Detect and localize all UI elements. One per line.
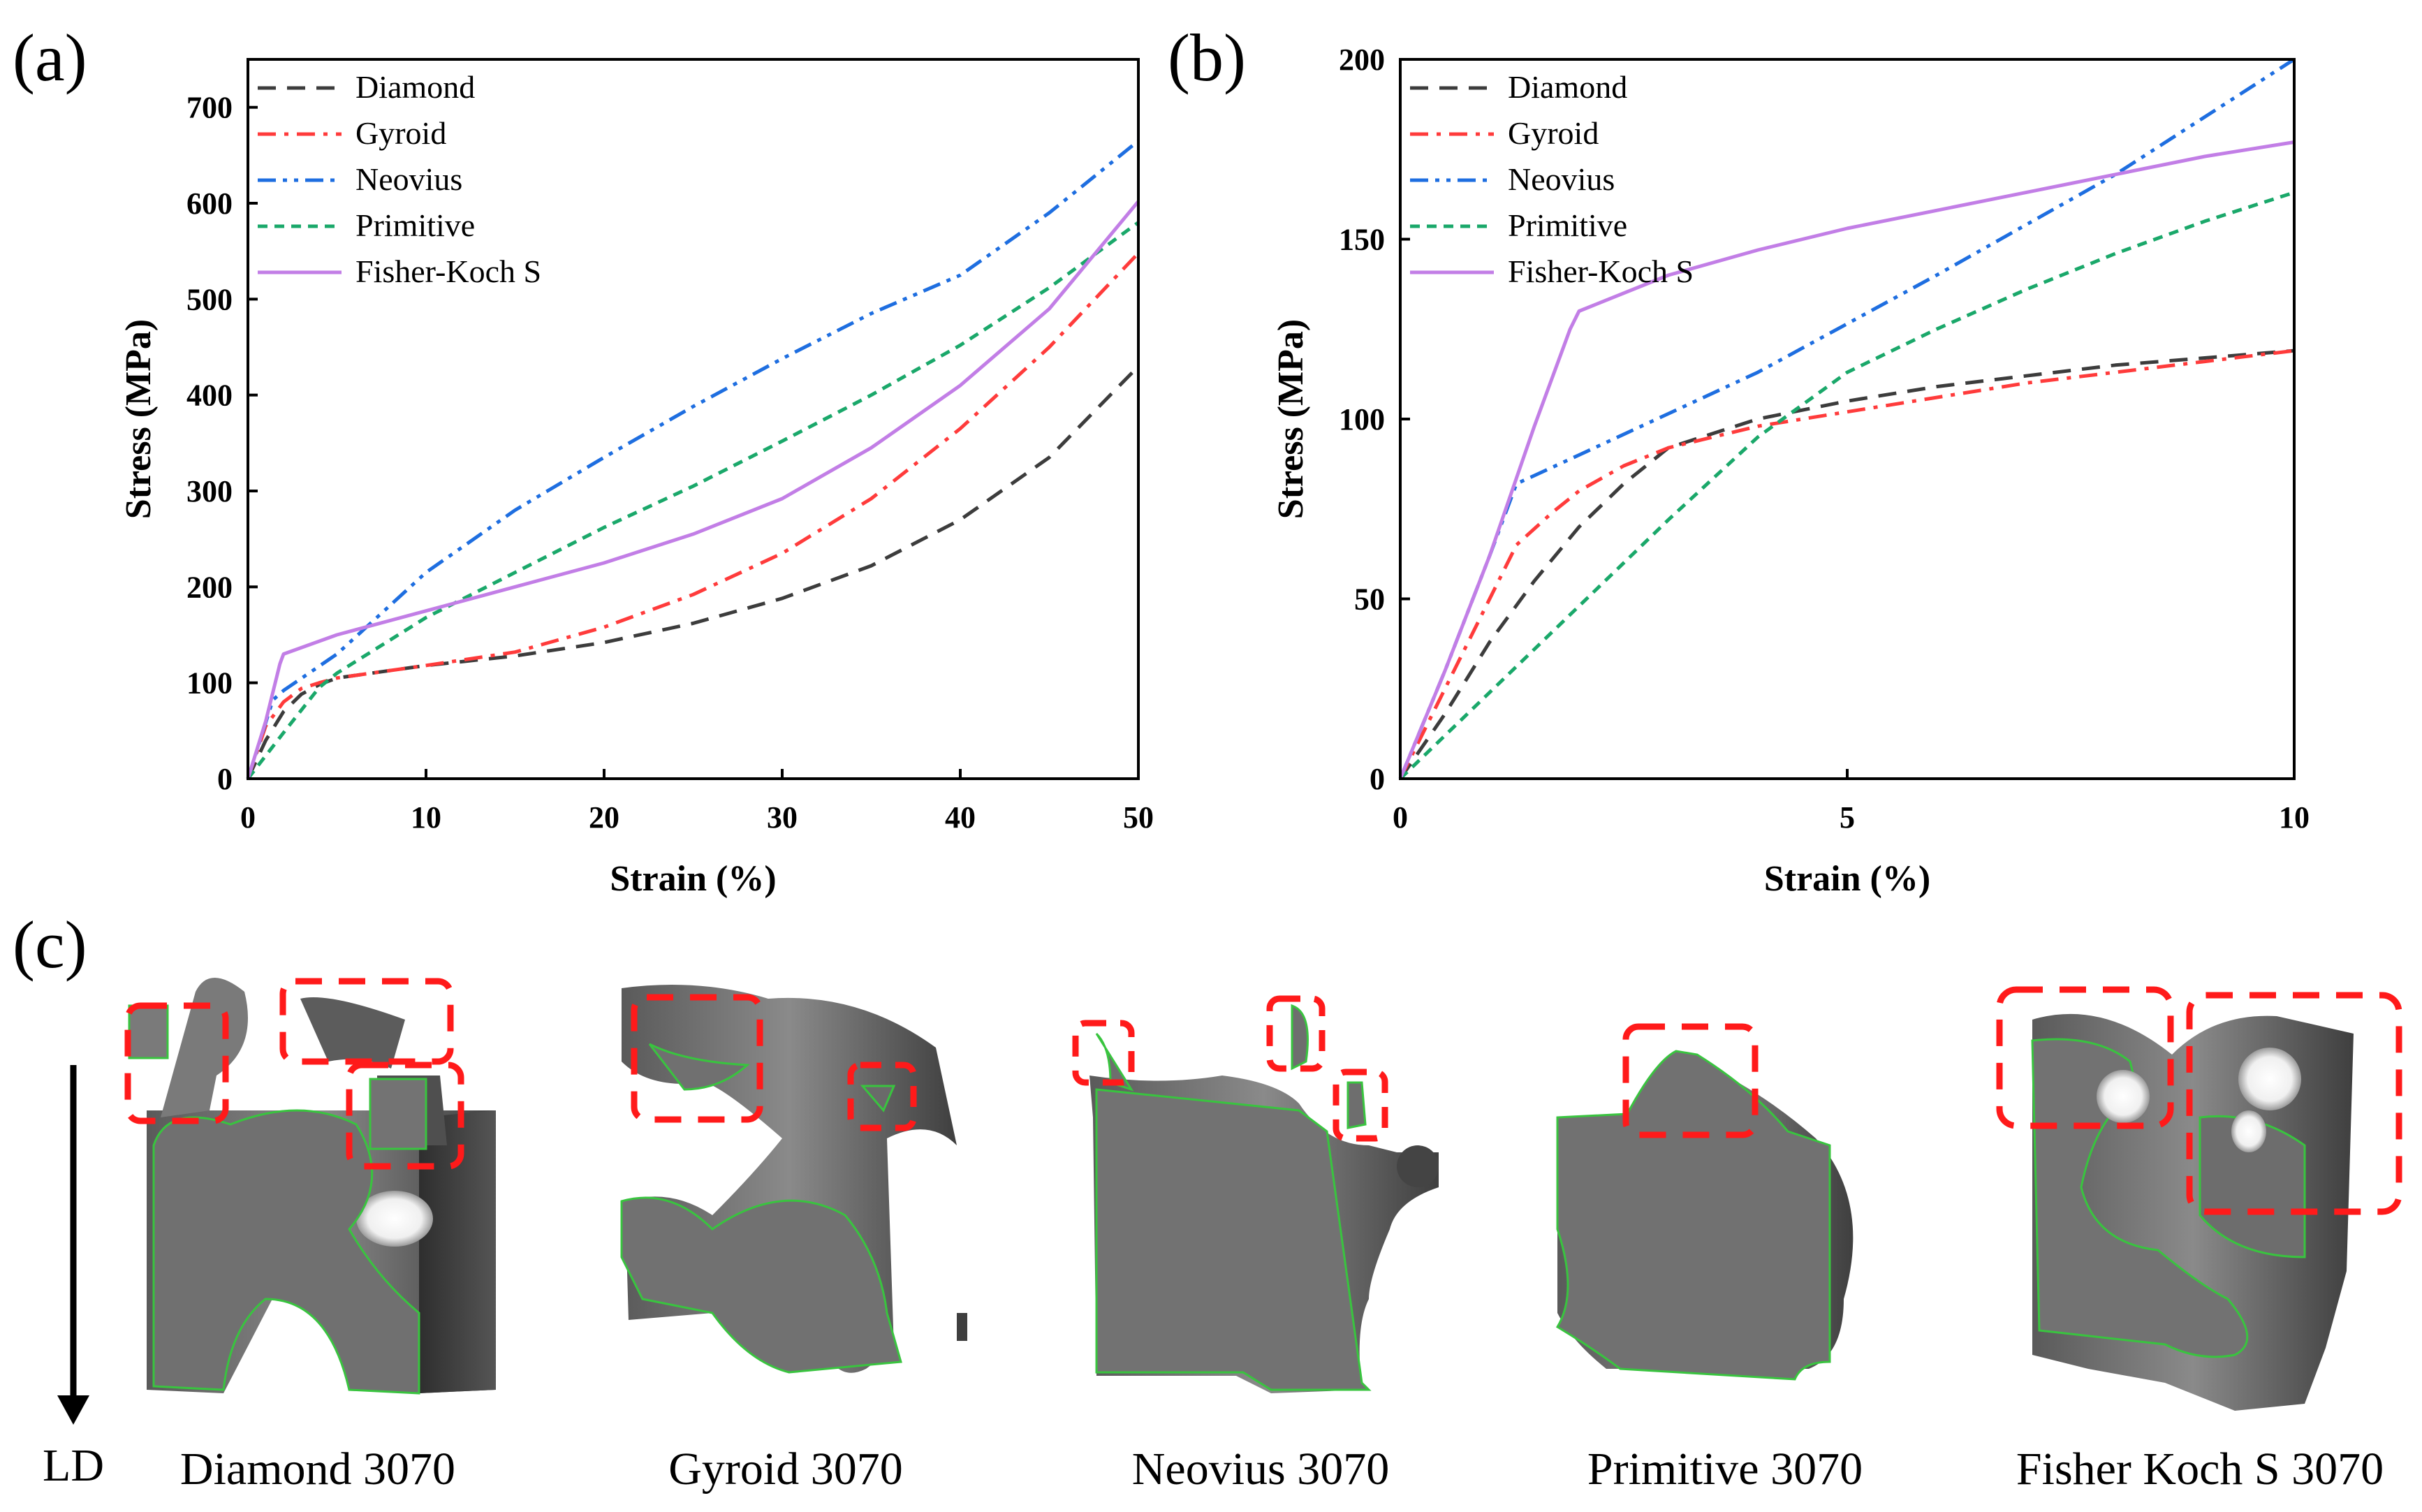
series-line-diamond bbox=[246, 365, 1140, 780]
legend-label-primitive: Primitive bbox=[1508, 207, 1627, 243]
load-direction-arrow bbox=[57, 1065, 89, 1425]
y-tick-label: 150 bbox=[1339, 223, 1385, 257]
series-line-gyroid bbox=[246, 251, 1140, 779]
chart-b-xlabel: Strain (%) bbox=[1764, 859, 1930, 899]
legend-label-primitive: Primitive bbox=[355, 207, 475, 243]
x-tick-label: 0 bbox=[240, 800, 256, 835]
panel-label-b: (b) bbox=[1168, 20, 1246, 95]
plot-frame bbox=[247, 58, 1140, 780]
legend-label-fisher: Fisher-Koch S bbox=[355, 254, 541, 289]
chart-a-xlabel: Strain (%) bbox=[610, 859, 776, 899]
series-line-primitive bbox=[247, 221, 1140, 780]
y-tick-label: 200 bbox=[1339, 43, 1385, 77]
y-tick-label: 0 bbox=[217, 762, 233, 796]
y-tick-label: 100 bbox=[1339, 402, 1385, 436]
structures-panel: LD bbox=[43, 978, 2402, 1495]
x-tick-label: 0 bbox=[1393, 800, 1408, 835]
series-line-primitive bbox=[1399, 191, 2295, 780]
panel-label-c: (c) bbox=[13, 907, 87, 982]
y-tick-label: 700 bbox=[186, 91, 233, 125]
gyroid-structure bbox=[620, 985, 967, 1374]
y-tick-label: 600 bbox=[186, 186, 233, 221]
y-tick-label: 100 bbox=[186, 666, 233, 700]
series-line-fisher bbox=[246, 200, 1140, 779]
caption-diamond: Diamond 3070 bbox=[180, 1444, 455, 1495]
series-line-neovius bbox=[246, 139, 1140, 779]
x-tick-label: 10 bbox=[411, 800, 441, 835]
caption-neovius: Neovius 3070 bbox=[1132, 1444, 1389, 1495]
x-tick-label: 5 bbox=[1840, 800, 1855, 835]
load-direction-label: LD bbox=[43, 1440, 104, 1491]
caption-primitive: Primitive 3070 bbox=[1587, 1444, 1863, 1495]
x-tick-label: 10 bbox=[2279, 800, 2310, 835]
series-line-gyroid bbox=[1398, 348, 2295, 780]
y-tick-label: 200 bbox=[186, 570, 233, 604]
y-tick-label: 300 bbox=[186, 474, 233, 508]
diamond-structure bbox=[124, 978, 496, 1395]
x-tick-label: 30 bbox=[767, 800, 798, 835]
caption-gyroid: Gyroid 3070 bbox=[668, 1444, 902, 1495]
neovius-structure bbox=[1072, 995, 1439, 1393]
legend-label-neovius: Neovius bbox=[1508, 161, 1615, 197]
legend-label-diamond: Diamond bbox=[355, 69, 475, 105]
legend-label-gyroid: Gyroid bbox=[1508, 115, 1599, 151]
x-tick-label: 50 bbox=[1123, 800, 1154, 835]
x-tick-label: 20 bbox=[589, 800, 619, 835]
y-tick-label: 0 bbox=[1370, 762, 1385, 796]
caption-fisher-koch: Fisher Koch S 3070 bbox=[2016, 1444, 2384, 1495]
chart-b-ylabel: Stress (MPa) bbox=[1271, 319, 1311, 519]
series-line-diamond bbox=[1398, 348, 2295, 780]
legend-label-diamond: Diamond bbox=[1508, 69, 1627, 105]
series-line-fisher bbox=[1398, 140, 2295, 779]
y-tick-label: 500 bbox=[186, 282, 233, 316]
fisher-koch-structure bbox=[1996, 986, 2402, 1411]
y-tick-label: 50 bbox=[1354, 582, 1385, 617]
chart-a-ylabel: Stress (MPa) bbox=[119, 319, 159, 519]
y-tick-label: 400 bbox=[186, 379, 233, 413]
legend-label-fisher: Fisher-Koch S bbox=[1508, 254, 1694, 289]
x-tick-label: 40 bbox=[945, 800, 976, 835]
legend-label-neovius: Neovius bbox=[355, 161, 462, 197]
legend-label-gyroid: Gyroid bbox=[355, 115, 446, 151]
panel-label-a: (a) bbox=[13, 20, 87, 95]
primitive-structure bbox=[1555, 1023, 1854, 1381]
